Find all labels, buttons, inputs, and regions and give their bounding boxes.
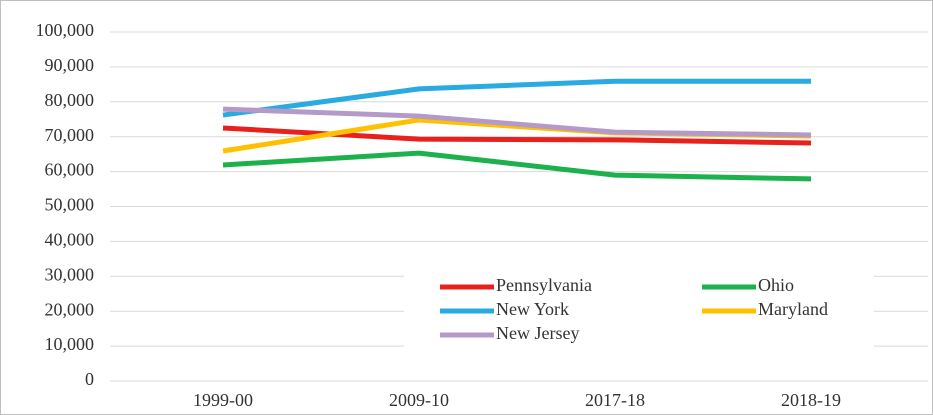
y-tick-label: 30,000 <box>45 264 95 284</box>
x-tick-label: 2018-19 <box>781 390 841 410</box>
legend-label: New York <box>496 299 569 319</box>
x-tick-label: 1999-00 <box>193 390 253 410</box>
y-tick-label: 40,000 <box>45 230 95 250</box>
legend-label: Pennsylvania <box>496 275 592 295</box>
y-tick-label: 70,000 <box>45 125 95 145</box>
y-tick-label: 0 <box>85 369 94 389</box>
series-line <box>222 78 811 118</box>
y-tick-label: 60,000 <box>45 160 95 180</box>
y-tick-label: 20,000 <box>45 299 95 319</box>
legend-label: Maryland <box>758 299 828 319</box>
y-tick-label: 90,000 <box>45 55 95 75</box>
y-tick-label: 10,000 <box>45 334 95 354</box>
series-line <box>222 106 812 138</box>
x-tick-label: 2017-18 <box>585 390 645 410</box>
legend-label: New Jersey <box>496 323 579 343</box>
legend-label: Ohio <box>758 275 794 295</box>
x-tick-label: 2009-10 <box>389 390 449 410</box>
y-tick-label: 100,000 <box>36 20 95 40</box>
y-tick-label: 80,000 <box>45 90 95 110</box>
y-tick-label: 50,000 <box>45 195 95 215</box>
series-line <box>222 150 812 182</box>
